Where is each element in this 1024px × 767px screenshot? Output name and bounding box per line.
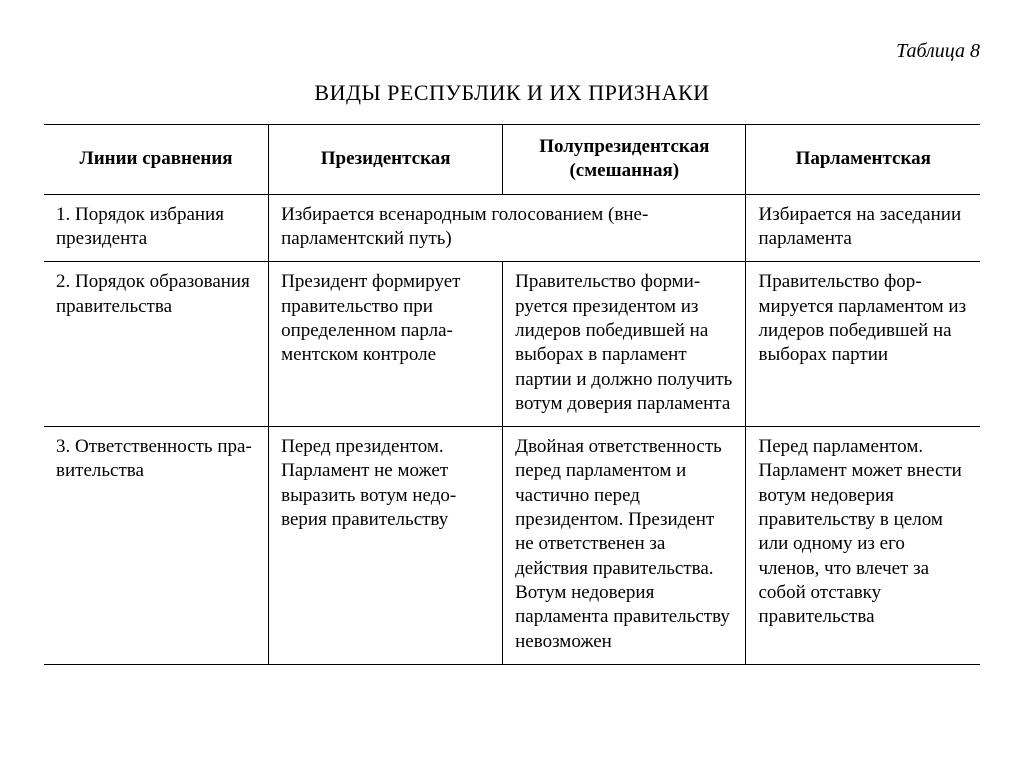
col-header-0: Линии сравнения (44, 125, 269, 195)
table-cell: Правительство форми­руется президентом и… (503, 262, 746, 427)
table-row: 1. Порядок избрания президента Избираетс… (44, 194, 980, 262)
table-cell: Перед парламентом. Парламент может внест… (746, 427, 980, 665)
page-title: ВИДЫ РЕСПУБЛИК И ИХ ПРИЗНАКИ (44, 80, 980, 106)
table-cell: Избирается всенародным голосованием (вне… (269, 194, 746, 262)
row-label: 2. Порядок образова­ния правительства (44, 262, 269, 427)
col-header-1: Президентская (269, 125, 503, 195)
table-header-row: Линии сравнения Президентская Полупрезид… (44, 125, 980, 195)
table-cell: Избирается на засе­дании парламента (746, 194, 980, 262)
table-cell: Правительство фор­мируется парламен­том … (746, 262, 980, 427)
table-row: 3. Ответственность пра­вительства Перед … (44, 427, 980, 665)
table-cell: Двойная ответствен­ность перед парламен­… (503, 427, 746, 665)
page: Таблица 8 ВИДЫ РЕСПУБЛИК И ИХ ПРИЗНАКИ Л… (0, 0, 1024, 665)
table-cell: Перед президентом. Парламент не может вы… (269, 427, 503, 665)
table-cell: Президент формиру­ет правительство при о… (269, 262, 503, 427)
col-header-2: Полупрезидентская (смешанная) (503, 125, 746, 195)
table-caption: Таблица 8 (896, 40, 980, 63)
caption-row: Таблица 8 (44, 40, 980, 74)
row-label: 3. Ответственность пра­вительства (44, 427, 269, 665)
table-row: 2. Порядок образова­ния правительства Пр… (44, 262, 980, 427)
row-label: 1. Порядок избрания президента (44, 194, 269, 262)
col-header-3: Парламентская (746, 125, 980, 195)
republics-table: Линии сравнения Президентская Полупрезид… (44, 124, 980, 665)
